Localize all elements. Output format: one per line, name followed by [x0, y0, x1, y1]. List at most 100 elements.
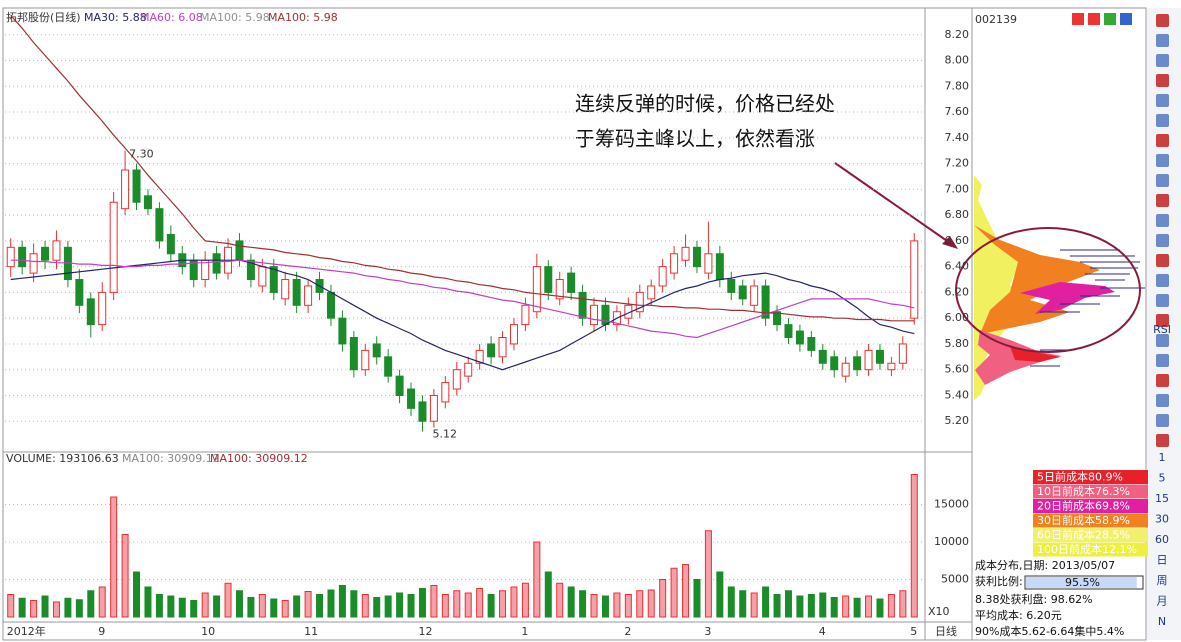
candle-body: [784, 324, 793, 338]
candle-body: [121, 169, 130, 210]
y-tick-label: 8.20: [945, 28, 970, 41]
candle-body: [727, 279, 736, 293]
toolbar-icon[interactable]: [1156, 314, 1169, 327]
candle-body: [246, 259, 255, 281]
x-tick-label: 2012年: [7, 624, 46, 638]
toolbar-icon[interactable]: [1156, 274, 1169, 287]
volume-bar: [682, 564, 690, 618]
toolbar-icon[interactable]: [1156, 414, 1169, 427]
y-tick-label: 7.80: [945, 79, 970, 92]
date-label: 成本分布,日期: 2013/05/07: [975, 558, 1115, 572]
candle-body: [166, 233, 175, 255]
candle-body: [773, 311, 782, 326]
candle-body: [384, 356, 393, 377]
toolbar-icon[interactable]: [1156, 94, 1169, 107]
toolbar-button[interactable]: 周: [1157, 574, 1168, 587]
toolbar-button[interactable]: 日: [1157, 554, 1168, 567]
volume-bar: [235, 590, 243, 618]
volume-bar: [144, 586, 152, 618]
y-tick-label: 6.80: [945, 208, 970, 221]
volume-bar: [373, 597, 381, 618]
volume-bar: [316, 594, 324, 618]
toolbar-icon[interactable]: [1156, 214, 1169, 227]
candle-body: [692, 246, 701, 268]
candle-body: [864, 349, 873, 371]
volume-bar: [133, 571, 141, 618]
volume-bar: [887, 594, 895, 618]
volume-bar: [361, 594, 369, 618]
candle-body: [761, 285, 770, 319]
volume-bar: [350, 590, 358, 618]
y-tick-label: 7.40: [945, 131, 970, 144]
toolbar-button[interactable]: 月: [1157, 595, 1168, 608]
candle-body: [212, 253, 221, 274]
toolbar-icon[interactable]: [1156, 294, 1169, 307]
toolbar-button[interactable]: N: [1158, 615, 1166, 628]
volume-bar: [52, 601, 60, 618]
toolbar-icon[interactable]: [1156, 14, 1169, 27]
volume-bar: [601, 595, 609, 618]
volume-bar: [396, 592, 404, 618]
y-tick-label: 6.00: [945, 311, 970, 324]
toolbar-icon[interactable]: [1156, 54, 1169, 67]
profit-ratio: 95.5%: [1065, 576, 1100, 589]
volume-bar: [441, 594, 449, 618]
toolbar-icon[interactable]: [1156, 194, 1169, 207]
volume-bar: [453, 590, 461, 618]
candle-body: [590, 304, 599, 326]
volume-bar: [704, 530, 712, 618]
toolbar-button[interactable]: 5: [1159, 472, 1166, 485]
candle-body: [292, 279, 301, 306]
toolbar-button[interactable]: 60: [1155, 533, 1169, 546]
candle-body: [750, 285, 759, 306]
toolbar-button[interactable]: 30: [1155, 513, 1169, 526]
volume-bar: [293, 595, 301, 618]
candle-body: [681, 246, 690, 261]
volume-bar: [613, 592, 621, 618]
volume-bar: [499, 590, 507, 618]
toolbar-icon[interactable]: [1156, 134, 1169, 147]
y-tick-label: 5.80: [945, 337, 970, 350]
toolbar-icon[interactable]: [1156, 394, 1169, 407]
candle-body: [841, 362, 850, 377]
toolbar-icon[interactable]: [1156, 354, 1169, 367]
volume-bar: [121, 534, 129, 618]
toolbar-icon[interactable]: [1156, 374, 1169, 387]
toolbar-icon[interactable]: [1156, 254, 1169, 267]
candle-body: [647, 285, 656, 300]
volume-bar: [590, 594, 598, 618]
candle-body: [349, 337, 358, 371]
toolbar-icon[interactable]: [1156, 34, 1169, 47]
toolbar-icon[interactable]: [1156, 334, 1169, 347]
candle-body: [715, 253, 724, 281]
volume-bar: [224, 582, 232, 618]
volume-bar: [910, 474, 918, 618]
toolbar-icon[interactable]: [1156, 74, 1169, 87]
toolbar-button[interactable]: RSI: [1153, 323, 1171, 336]
toolbar-button[interactable]: 1: [1159, 451, 1166, 464]
volume-bar: [41, 595, 49, 618]
x-tick-label: 4: [819, 625, 826, 638]
volume-bar: [784, 590, 792, 618]
y-tick-label: 8.00: [945, 54, 970, 67]
candle-body: [578, 291, 587, 319]
volume-bar: [190, 600, 198, 618]
volume-bar: [727, 586, 735, 618]
legend-entry: MA30: 5.88: [84, 11, 147, 24]
volume-bar: [304, 591, 312, 618]
toolbar-icon[interactable]: [1156, 174, 1169, 187]
toolbar-icon[interactable]: [1156, 154, 1169, 167]
volume-bar: [338, 585, 346, 618]
candle-body: [18, 246, 27, 268]
toolbar-icon[interactable]: [1156, 234, 1169, 247]
candle-body: [738, 285, 747, 300]
toolbar-icon[interactable]: [1156, 114, 1169, 127]
volume-bar: [773, 594, 781, 618]
volume-bar: [155, 594, 163, 618]
toolbar-button[interactable]: 15: [1155, 492, 1169, 505]
volume-bar: [521, 582, 529, 618]
candle-body: [544, 266, 553, 293]
annotation: 7.30: [129, 148, 154, 161]
toolbar-icon[interactable]: [1156, 434, 1169, 447]
volume-bar: [7, 594, 15, 618]
